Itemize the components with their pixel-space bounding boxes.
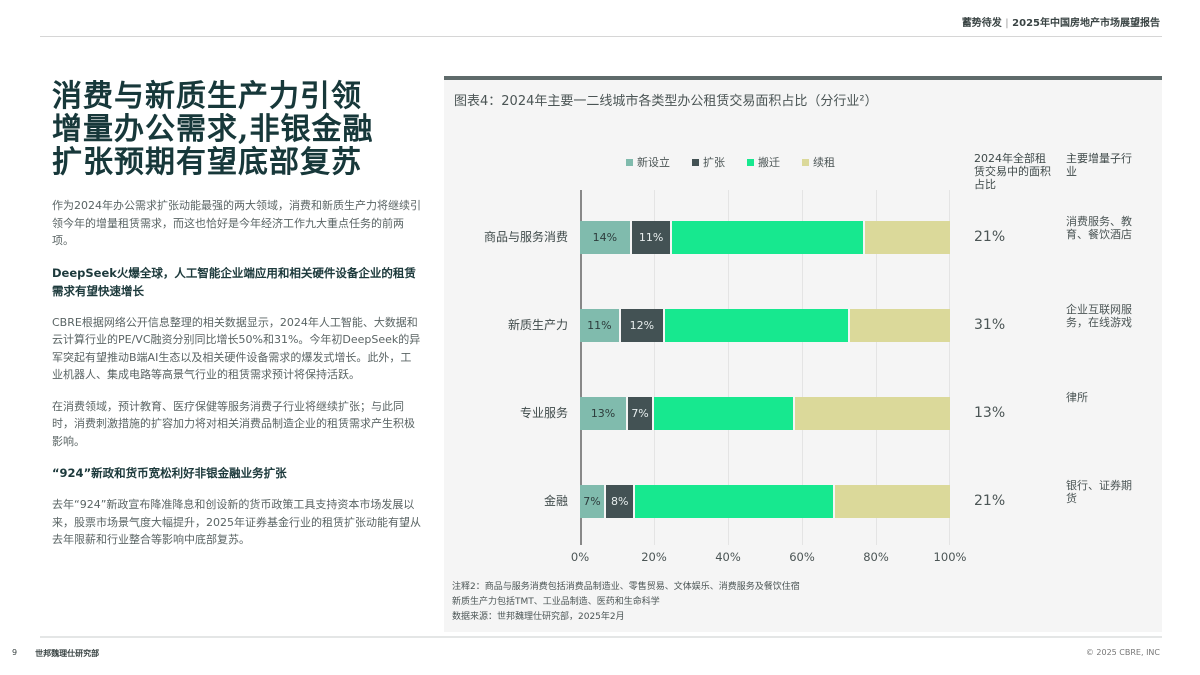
column-header-sub-industry: 主要增量子行业 [1066,152,1132,178]
bar-segment [864,221,950,254]
sub-industry-value: 银行、证券期货 [1066,479,1132,505]
legend-swatch [626,158,633,166]
bar-segment [665,309,851,342]
bottom-divider [40,636,1162,638]
section-heading-deepseek: DeepSeek火爆全球，人工智能企业端应用和相关硬件设备企业的租赁需求有望快速… [52,265,416,298]
bar-segment: 13% [580,397,629,430]
category-label: 商品与服务消费 [483,230,568,244]
chart-legend: 新设立 扩张 搬迁 续租 [626,154,835,170]
bar-segment: 12% [620,309,666,342]
gridline [949,190,950,545]
bar-segment: 11% [631,221,673,254]
x-tick-label: 60% [789,550,815,564]
category-label: 新质生产力 [507,318,568,332]
share-value: 31% [974,317,1006,333]
copyright: © 2025 CBRE, INC [1085,648,1160,657]
sub-industry-value: 企业互联网服务，在线游戏 [1066,303,1132,329]
paragraph-consumption: 在消费领域，预计教育、医疗保健等服务消费子行业将继续扩张；与此同时，消费刺激措施… [52,399,415,448]
gridline [728,190,729,545]
share-value: 13% [974,405,1006,421]
gridline [876,190,877,545]
bar-segment [635,485,836,518]
category-label: 金融 [543,494,568,508]
bar-row: 14% 11% [580,221,950,254]
footer-left: 9 世邦魏理仕研究部 [12,648,99,659]
footer-org: 世邦魏理仕研究部 [35,649,100,658]
legend-swatch [692,158,699,166]
bar-segment [672,221,865,254]
sub-industry-value: 消费服务、教育、餐饮酒店 [1066,215,1132,241]
bar-segment [794,397,950,430]
legend-item-expansion: 扩张 [692,154,725,170]
x-tick-label: 0% [570,550,590,564]
plot-area: 14% 11% 11% 12% 13% 7% 7% 8% [580,190,950,545]
bar-segment: 8% [605,485,636,518]
share-value: 21% [974,229,1006,245]
bar-row: 13% 7% [580,397,950,430]
page-number: 9 [12,648,18,657]
paragraph-ai-funding: CBRE根据网络公开信息整理的相关数据显示，2024年人工智能、大数据和云计算行… [52,315,421,382]
bar-segment [835,485,950,518]
legend-item-new: 新设立 [626,154,670,170]
bar-segment: 7% [580,485,606,518]
x-tick-label: 20% [641,550,667,564]
legend-swatch [747,158,754,166]
share-value: 21% [974,493,1006,509]
text-column: 消费与新质生产力引领 增量办公需求,非银金融 扩张预期有望底部复苏 作为2024… [52,80,422,549]
category-label: 专业服务 [519,406,568,420]
chart-panel: 图表4：2024年主要一二线城市各类型办公租赁交易面积占比（分行业²） 新设立 … [444,76,1162,632]
chart-notes: 注释2：商品与服务消费包括消费品制造业、零售贸易、文体娱乐、消费服务及餐饮住宿 … [452,582,800,622]
column-header-share: 2024年全部租赁交易中的面积占比 [974,152,1051,191]
section-heading-924: “924”新政和货币宽松利好非银金融业务扩张 [52,466,287,480]
legend-item-relocation: 搬迁 [747,154,780,170]
intro-paragraph: 作为2024年办公需求扩张动能最强的两大领域，消费和新质生产力将继续引领今年的增… [52,199,421,247]
bar-row: 11% 12% [580,309,950,342]
bar-segment [653,397,795,430]
report-title: 蓄势待发 | 2025年中国房地产市场展望报告 [961,18,1160,29]
legend-swatch [802,158,809,166]
page-headline: 消费与新质生产力引领 增量办公需求,非银金融 扩张预期有望底部复苏 [52,79,374,180]
paragraph-securities: 去年“924”新政宣布降准降息和创设新的货币政策工具支持资本市场发展以来，股票市… [52,498,421,546]
x-tick-label: 80% [863,550,889,564]
bar-segment: 14% [580,221,632,254]
sub-industry-value: 律所 [1066,391,1088,404]
y-axis [580,190,582,545]
bar-segment [850,309,950,342]
chart-title: 图表4：2024年主要一二线城市各类型办公租赁交易面积占比（分行业²） [454,94,878,109]
bar-segment: 7% [628,397,654,430]
gridline [802,190,803,545]
legend-item-renewal: 续租 [802,154,835,170]
bar-segment: 11% [580,309,621,342]
x-tick-label: 100% [933,550,967,564]
x-tick-label: 40% [715,550,741,564]
top-divider [40,36,1162,37]
gridline [654,190,655,545]
bar-row: 7% 8% [580,485,950,518]
